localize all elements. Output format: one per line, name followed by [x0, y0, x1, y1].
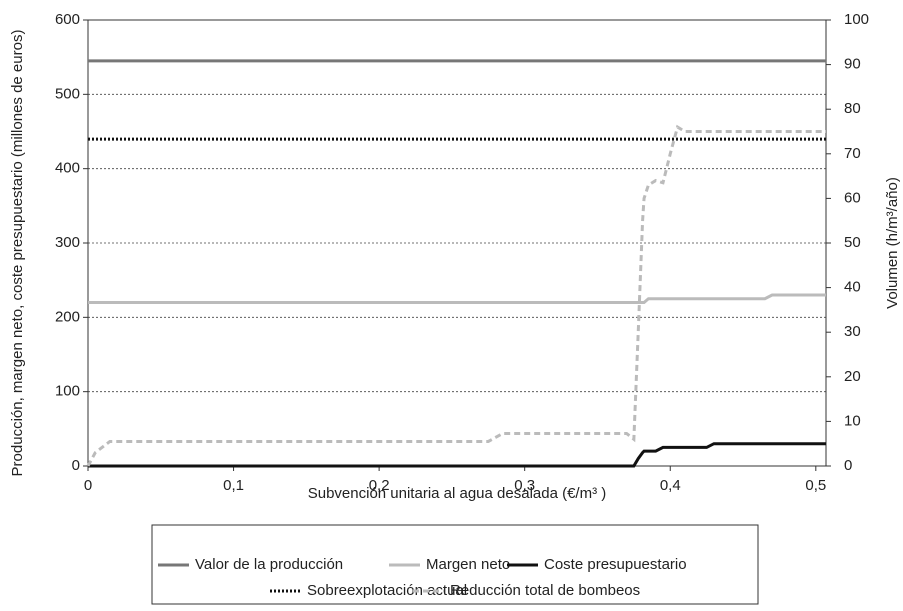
x-tick-label: 0,3	[514, 477, 535, 494]
legend-label: Coste presupuestario	[544, 556, 687, 573]
y-tick-label: 500	[55, 85, 80, 102]
y2-tick-label: 100	[844, 11, 869, 28]
y2-tick-label: 20	[844, 368, 861, 385]
series-line	[86, 124, 826, 467]
y-axis-label: Producción, margen neto, coste presupues…	[9, 30, 26, 477]
y2-axis-label: Volumen (h/m³/año)	[884, 177, 901, 309]
y-tick-label: 400	[55, 160, 80, 177]
y-tick-label: 300	[55, 234, 80, 251]
y2-tick-label: 30	[844, 323, 861, 340]
y2-tick-label: 80	[844, 100, 861, 117]
y-tick-label: 0	[72, 457, 80, 474]
x-tick-label: 0,5	[805, 477, 826, 494]
x-tick-label: 0,4	[660, 477, 681, 494]
y2-tick-label: 10	[844, 412, 861, 429]
y-tick-label: 200	[55, 308, 80, 325]
series-line	[88, 293, 826, 304]
x-axis-label: Subvención unitaria al agua desalada (€/…	[308, 485, 607, 502]
legend-box	[151, 524, 759, 605]
legend-label: Sobreexplotación actual	[307, 582, 467, 599]
legend-label: Reducción total de bombeos	[450, 582, 640, 599]
legend-label: Valor de la producción	[195, 556, 343, 573]
legend-label: Margen neto	[426, 556, 510, 573]
y-tick-label: 600	[55, 11, 80, 28]
y2-tick-label: 50	[844, 234, 861, 251]
y2-tick-label: 60	[844, 189, 861, 206]
x-tick-label: 0,2	[369, 477, 390, 494]
y-tick-label: 100	[55, 383, 80, 400]
x-tick-label: 0	[84, 477, 92, 494]
y2-tick-label: 90	[844, 56, 861, 73]
series-line	[88, 442, 826, 468]
y2-tick-label: 0	[844, 457, 852, 474]
y2-tick-label: 40	[844, 279, 861, 296]
x-tick-label: 0,1	[223, 477, 244, 494]
y2-tick-label: 70	[844, 145, 861, 162]
